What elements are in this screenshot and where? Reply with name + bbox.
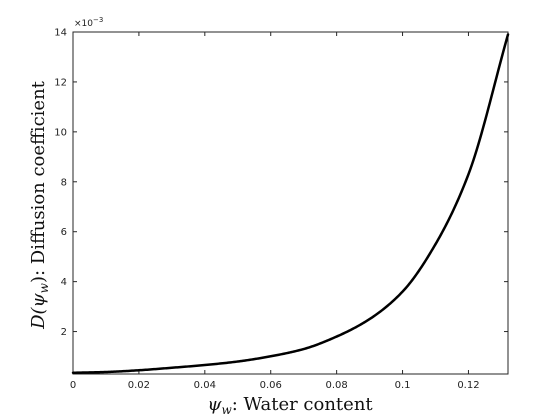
y-axis-title: D(ψw): Diffusion coefficient (28, 80, 51, 330)
x-axis-title: ψw: Water content (207, 394, 373, 417)
y-exponent-label: ×10−3 (74, 16, 103, 29)
y-tick-label: 12 (54, 77, 67, 88)
y-tick-label: 14 (54, 28, 67, 39)
y-tick-label: 2 (61, 327, 67, 338)
y-tick-label: 8 (61, 177, 67, 188)
x-tick-label: 0 (70, 380, 76, 391)
x-axis: 0 0.02 0.04 0.06 0.08 0.1 0.12 (70, 32, 480, 391)
x-tick-label: 0.04 (194, 380, 216, 391)
plot-frame (72, 31, 509, 375)
x-tick-label: 0.08 (326, 380, 348, 391)
y-tick-label: 10 (54, 127, 67, 138)
y-axis: 2 4 6 8 10 12 14 (54, 28, 508, 338)
x-tick-label: 0.12 (457, 380, 479, 391)
diffusion-curve (71, 33, 510, 374)
x-tick-label: 0.06 (260, 380, 282, 391)
y-tick-label: 6 (61, 227, 67, 238)
series-group (71, 33, 510, 374)
x-tick-label: 0.02 (128, 380, 150, 391)
y-tick-label: 4 (61, 277, 67, 288)
x-tick-label: 0.1 (395, 380, 411, 391)
